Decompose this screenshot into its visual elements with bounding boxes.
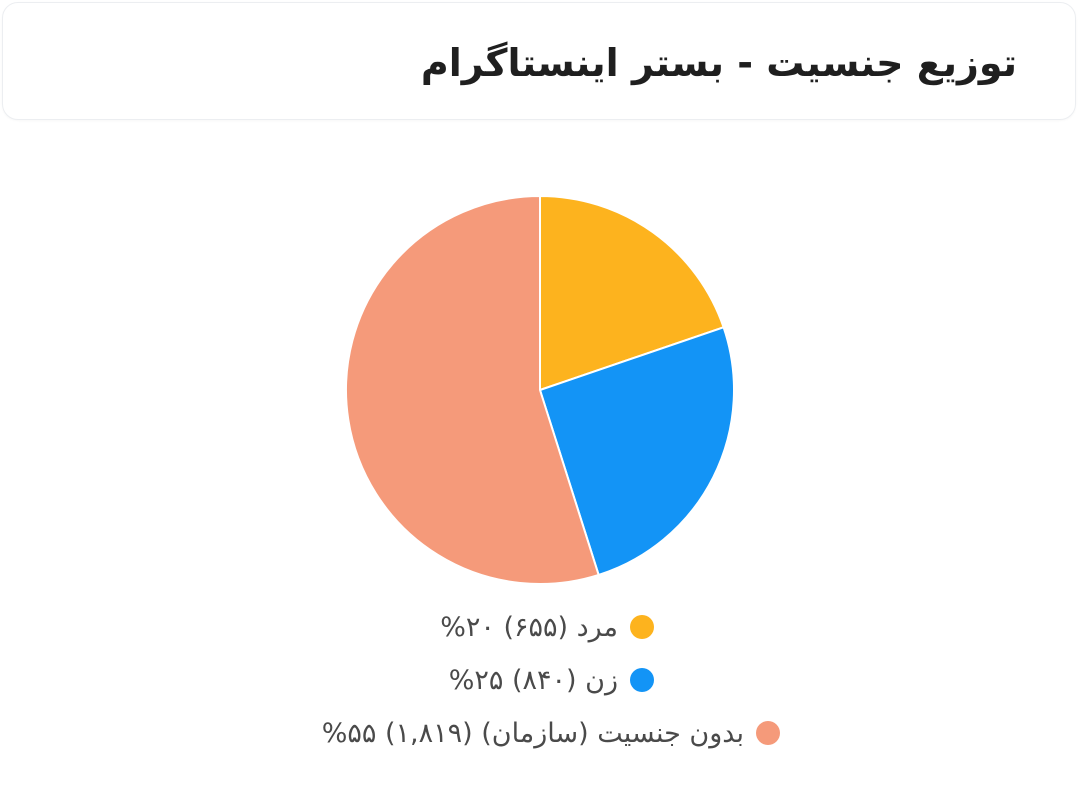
legend-dot-male: [630, 615, 654, 639]
legend-dot-no-gender: [756, 721, 780, 745]
pie-slices: [345, 194, 735, 585]
legend-item-no-gender[interactable]: بدون جنسیت (سازمان) (۱,۸۱۹) ۵۵%: [322, 710, 780, 756]
pie-slice-male[interactable]: [539, 194, 725, 392]
legend-label-female: زن (۸۴۰) ۲۵%: [448, 664, 618, 696]
legend-item-male[interactable]: مرد (۶۵۵) ۲۰%: [440, 604, 654, 650]
pie-slice-female[interactable]: [538, 326, 735, 577]
legend-label-male: مرد (۶۵۵) ۲۰%: [440, 611, 618, 643]
chart-header-card: توزیع جنسیت - بستر اینستاگرام: [2, 2, 1076, 120]
page-title: توزیع جنسیت - بستر اینستاگرام: [420, 41, 1017, 85]
pie-slice-no-gender[interactable]: [345, 194, 600, 585]
legend-label-no-gender: بدون جنسیت (سازمان) (۱,۸۱۹) ۵۵%: [321, 717, 744, 749]
legend-dot-female: [630, 668, 654, 692]
legend-item-female[interactable]: زن (۸۴۰) ۲۵%: [449, 657, 654, 703]
